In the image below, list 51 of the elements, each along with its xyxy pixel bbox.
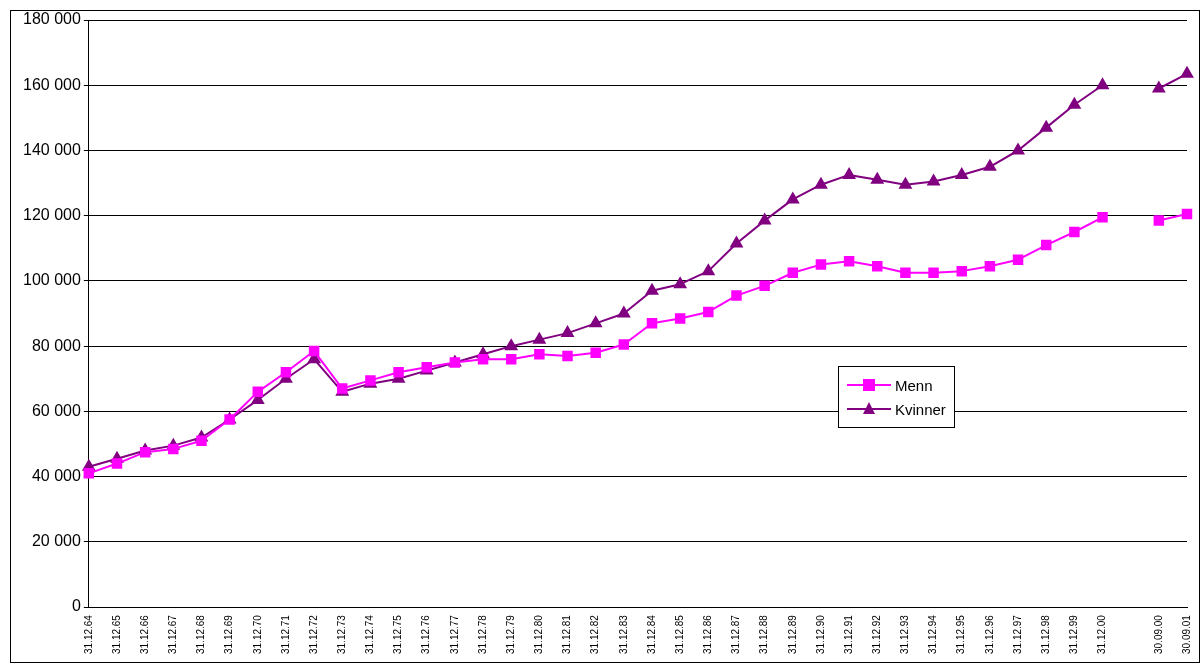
x-tick-label: 31.12.99 xyxy=(1068,614,1080,655)
x-tick-label: 31.12.70 xyxy=(251,614,263,655)
x-tick-label: 31.12.68 xyxy=(195,614,207,655)
x-tick-label: 31.12.67 xyxy=(167,614,179,655)
x-tick-label: 31.12.66 xyxy=(138,614,150,655)
x-tick-label: 31.12.64 xyxy=(82,614,94,655)
x-tick-label: 31.12.74 xyxy=(364,614,376,655)
x-tick-label: 31.12.69 xyxy=(223,614,235,655)
x-tick-label: 31.12.72 xyxy=(307,614,319,655)
x-tick-label: 31.12.90 xyxy=(814,614,826,655)
legend-label: Menn xyxy=(895,376,933,394)
x-tick-label: 31.12.92 xyxy=(871,614,883,655)
x-tick-label: 31.12.85 xyxy=(673,614,685,655)
x-tick-label: 31.12.76 xyxy=(420,614,432,655)
y-tick-label: 180 000 xyxy=(22,10,81,28)
x-tick-label: 31.12.96 xyxy=(983,614,995,655)
y-tick-label: 140 000 xyxy=(22,140,81,158)
y-tick-label: 160 000 xyxy=(22,75,81,93)
x-tick-label: 31.12.91 xyxy=(842,614,854,655)
x-tick-label: 31.12.89 xyxy=(786,614,798,655)
x-tick-label: 31.12.87 xyxy=(730,614,742,655)
x-tick-label: 31.12.83 xyxy=(617,614,629,655)
x-tick-label: 31.12.80 xyxy=(533,614,545,655)
y-tick-label: 60 000 xyxy=(31,401,81,419)
y-tick-label: 40 000 xyxy=(31,467,81,485)
x-tick-label: 31.12.73 xyxy=(336,614,348,655)
x-tick-label: 30.09.00 xyxy=(1152,614,1164,655)
x-tick-label: 31.12.79 xyxy=(504,614,516,655)
x-tick-label: 31.12.95 xyxy=(955,614,967,655)
x-tick-label: 31.12.77 xyxy=(448,614,460,655)
legend-label: Kvinner xyxy=(895,400,946,418)
y-tick-label: 120 000 xyxy=(22,206,81,224)
x-tick-label: 30.09.01 xyxy=(1180,614,1192,655)
x-tick-label: 31.12.65 xyxy=(110,614,122,655)
x-tick-label: 31.12.84 xyxy=(645,614,657,655)
x-tick-label: 31.12.94 xyxy=(927,614,939,655)
x-tick-label: 31.12.97 xyxy=(1011,614,1023,655)
x-tick-label: 31.12.98 xyxy=(1039,614,1051,655)
x-tick-label: 31.12.88 xyxy=(758,614,770,655)
x-tick-label: 31.12.75 xyxy=(392,614,404,655)
x-tick-label: 31.12.00 xyxy=(1096,614,1108,655)
x-tick-label: 31.12.93 xyxy=(899,614,911,655)
y-tick-label: 0 xyxy=(71,597,81,615)
x-tick-label: 31.12.71 xyxy=(279,614,291,655)
x-tick-label: 31.12.82 xyxy=(589,614,601,655)
x-tick-label: 31.12.86 xyxy=(702,614,714,655)
x-tick-label: 31.12.78 xyxy=(476,614,488,655)
x-tick-label: 31.12.81 xyxy=(561,614,573,655)
y-tick-label: 100 000 xyxy=(22,271,81,289)
y-tick-label: 80 000 xyxy=(31,336,81,354)
y-tick-label: 20 000 xyxy=(31,532,81,550)
